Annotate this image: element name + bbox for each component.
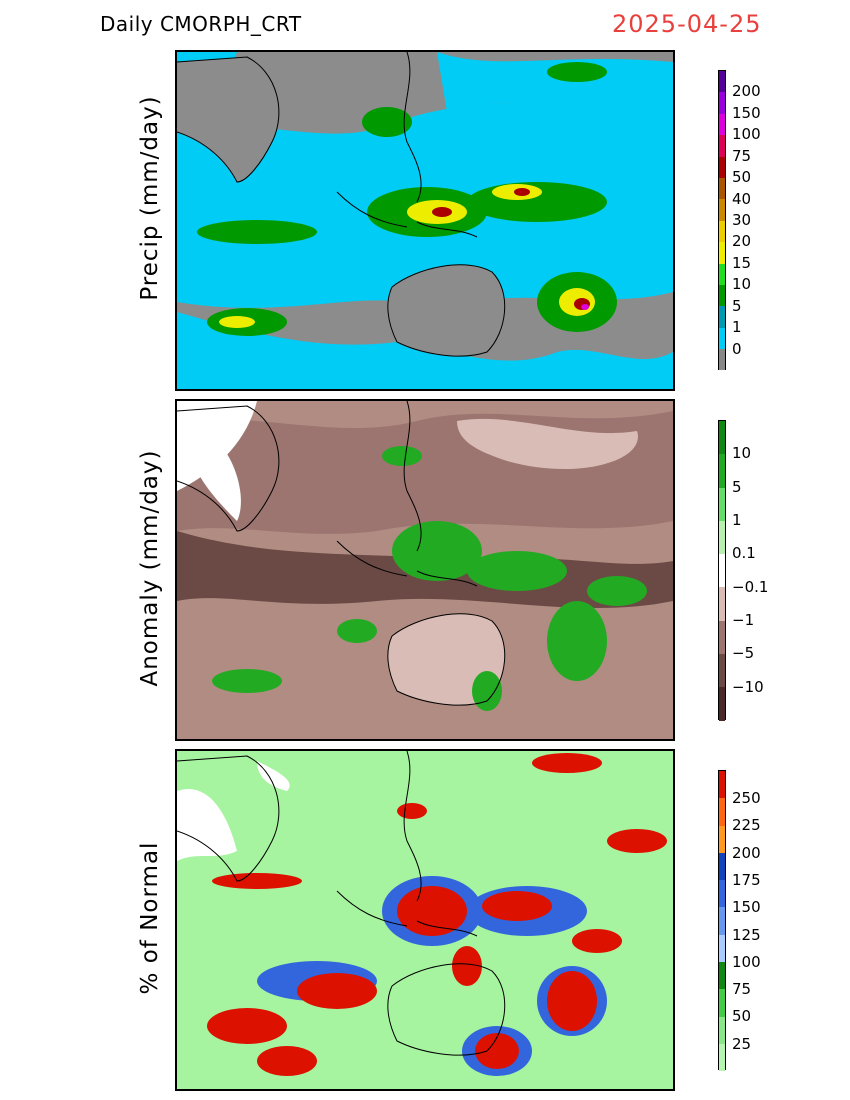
precip-map-image [177, 52, 673, 389]
precip-map [175, 50, 675, 391]
percent-tick-label: 125 [732, 926, 761, 944]
precip-tick-label: 10 [732, 275, 752, 293]
anomaly-map-image [177, 401, 673, 739]
precip-tick-label: 1 [732, 318, 742, 336]
percent-normal-map [175, 749, 675, 1091]
precip-tick-label: 150 [732, 104, 761, 122]
percent-tick-label: 25 [732, 1035, 752, 1053]
percent-panel-label: % of Normal [137, 841, 163, 995]
percent-tick-label: 150 [732, 898, 761, 916]
anomaly-tick-label: 0.1 [732, 544, 756, 562]
percent-tick-label: 50 [732, 1007, 752, 1025]
anomaly-tick-label: 5 [732, 478, 742, 496]
anomaly-tick-label: 1 [732, 511, 742, 529]
anomaly-tick-label: −0.1 [732, 578, 769, 596]
percent-tick-label: 250 [732, 789, 761, 807]
anomaly-tick-label: 10 [732, 444, 752, 462]
anomaly-map [175, 399, 675, 741]
anomaly-panel-label: Anomaly (mm/day) [137, 449, 163, 687]
percent-normal-map-image [177, 751, 673, 1089]
anomaly-colorbar [718, 420, 726, 721]
precip-tick-label: 30 [732, 211, 752, 229]
precip-tick-label: 0 [732, 340, 742, 358]
chart-title: Daily CMORPH_CRT [100, 12, 302, 36]
percent-colorbar [718, 770, 726, 1072]
percent-tick-label: 75 [732, 980, 752, 998]
precip-tick-label: 5 [732, 297, 742, 315]
anomaly-tick-label: −10 [732, 678, 764, 696]
precip-tick-label: 100 [732, 125, 761, 143]
precip-tick-label: 20 [732, 232, 752, 250]
percent-tick-label: 225 [732, 816, 761, 834]
precip-panel-label: Precip (mm/day) [137, 95, 163, 301]
precip-colorbar [718, 70, 726, 371]
precip-tick-label: 15 [732, 254, 752, 272]
percent-tick-label: 200 [732, 844, 761, 862]
precip-tick-label: 75 [732, 147, 752, 165]
precip-tick-label: 40 [732, 190, 752, 208]
anomaly-tick-label: −5 [732, 644, 755, 662]
anomaly-tick-label: −1 [732, 611, 755, 629]
precip-tick-label: 200 [732, 82, 761, 100]
percent-tick-label: 100 [732, 953, 761, 971]
precip-tick-label: 50 [732, 168, 752, 186]
date-label: 2025-04-25 [612, 10, 762, 38]
percent-tick-label: 175 [732, 871, 761, 889]
